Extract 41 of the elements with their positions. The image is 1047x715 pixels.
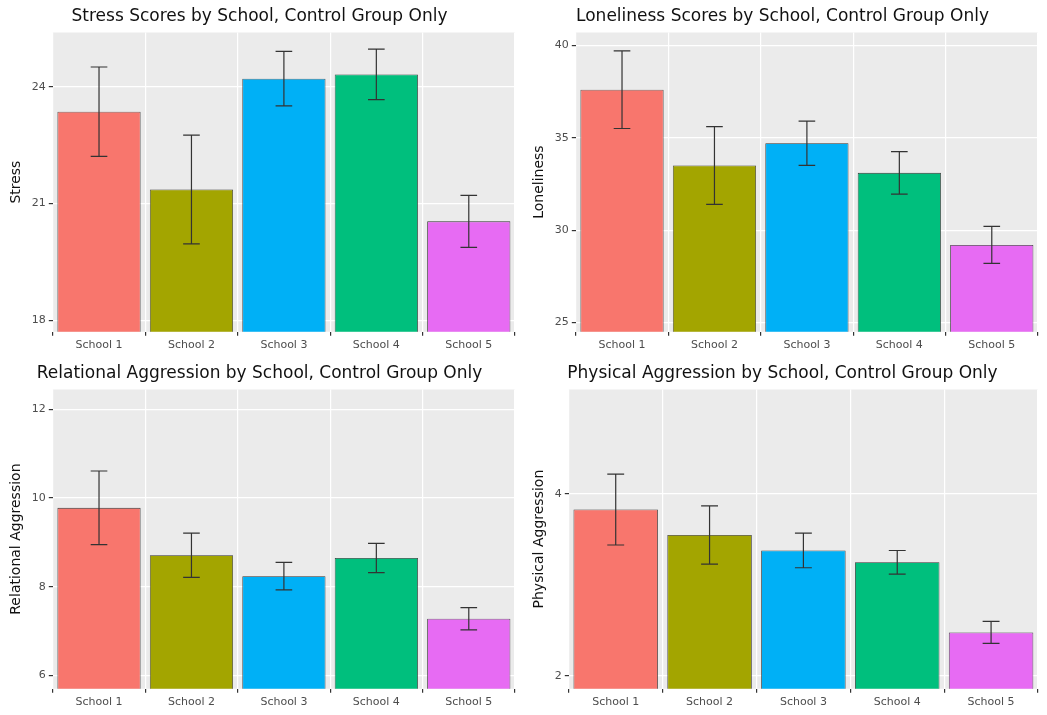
y-tick-label: 4 [554,486,562,500]
y-tick-label: 18 [31,312,46,326]
x-tick-label: School 2 [686,695,734,709]
y-tick-label: 6 [38,668,46,682]
x-tick-label: School 5 [445,695,493,709]
x-tick-label: School 2 [690,338,738,352]
y-tick-label: 2 [554,668,562,682]
y-axis-title: Relational Aggression [7,463,24,615]
y-tick-label: 35 [554,130,569,144]
x-tick-label: School 3 [779,695,827,709]
x-tick-label: School 1 [592,695,640,709]
chart-title: Physical Aggression by School, Control Group Only [567,361,998,382]
x-tick-label: School 3 [260,695,308,709]
y-tick-label: 24 [31,79,46,93]
y-tick-label: 10 [31,490,46,504]
chart-title: Stress Scores by School, Control Group Only [71,4,448,25]
x-tick-label: School 4 [352,338,400,352]
y-tick-label: 12 [31,402,46,416]
y-axis-title: Physical Aggression [530,469,547,609]
x-tick-label: School 1 [75,338,123,352]
x-tick-label: School 5 [968,338,1016,352]
chart-title: Relational Aggression by School, Control Group Only [36,361,483,382]
x-tick-label: School 5 [967,695,1015,709]
x-tick-label: School 3 [783,338,831,352]
x-tick-label: School 5 [445,338,493,352]
y-tick-label: 8 [38,579,46,593]
y-axis-title: Stress [7,160,24,204]
chart-title: Loneliness Scores by School, Control Group Only [576,4,989,25]
y-tick-label: 25 [554,315,569,329]
x-tick-label: School 4 [873,695,921,709]
x-tick-label: School 2 [167,338,215,352]
x-tick-label: School 1 [598,338,646,352]
x-tick-label: School 3 [260,338,308,352]
y-axis-title: Loneliness [530,145,547,219]
y-tick-label: 21 [31,196,46,210]
x-tick-label: School 4 [352,695,400,709]
x-tick-label: School 2 [167,695,215,709]
y-tick-label: 30 [554,223,569,237]
x-tick-label: School 1 [75,695,123,709]
y-tick-label: 40 [554,38,569,52]
x-tick-label: School 4 [875,338,923,352]
